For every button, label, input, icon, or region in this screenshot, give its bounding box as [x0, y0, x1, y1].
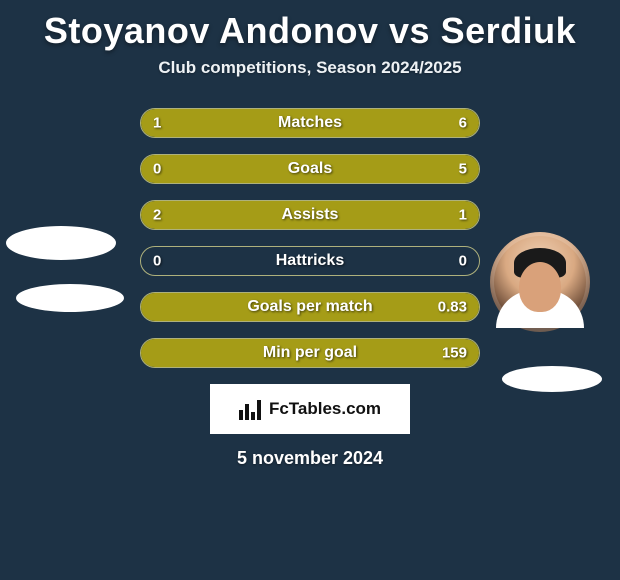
- player-right-ellipse: [502, 366, 602, 392]
- stat-fill-right: [141, 339, 479, 367]
- player-left-ellipse-2: [16, 284, 124, 312]
- stat-fill-left: [141, 201, 366, 229]
- stat-bar: Goals per match0.83: [140, 292, 480, 322]
- stat-value-right: 0: [459, 253, 467, 270]
- stat-fill-right: [141, 155, 479, 183]
- stat-label: Hattricks: [141, 252, 479, 270]
- stat-bars: 1Matches6 0Goals5 2Assists1 0Hattricks0 Goal…: [140, 108, 480, 368]
- stat-fill-right: [141, 293, 479, 321]
- player-left-ellipse-1: [6, 226, 116, 260]
- stat-bar: 0Hattricks0: [140, 246, 480, 276]
- stat-bar: 1Matches6: [140, 108, 480, 138]
- watermark-text: FcTables.com: [269, 399, 381, 419]
- stat-value-left: 0: [153, 253, 161, 270]
- comparison-stage: 1Matches6 0Goals5 2Assists1 0Hattricks0 Goal…: [0, 108, 620, 469]
- generated-date: 5 november 2024: [0, 448, 620, 469]
- bars-icon: [239, 398, 261, 420]
- watermark-badge: FcTables.com: [210, 384, 410, 434]
- comparison-title: Stoyanov Andonov vs Serdiuk: [0, 0, 620, 58]
- stat-fill-left: [141, 109, 189, 137]
- stat-fill-right: [366, 201, 479, 229]
- comparison-subtitle: Club competitions, Season 2024/2025: [0, 58, 620, 78]
- stat-bar: 2Assists1: [140, 200, 480, 230]
- stat-bar: Min per goal159: [140, 338, 480, 368]
- player-right-avatar: [490, 232, 590, 332]
- stat-bar: 0Goals5: [140, 154, 480, 184]
- stat-fill-right: [189, 109, 479, 137]
